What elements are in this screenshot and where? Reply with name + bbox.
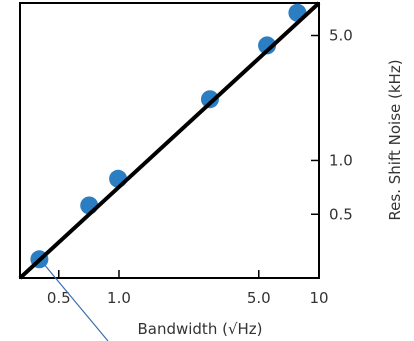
y-tick-label: 0.5 <box>329 205 353 223</box>
x-tick-label: 10 <box>309 289 328 307</box>
data-point <box>258 36 277 55</box>
x-tick-label: 1.0 <box>107 289 131 307</box>
x-tick-label: 0.5 <box>47 289 71 307</box>
plot-frame <box>19 2 320 279</box>
y-ticks: 0.5 1.0 5.0 <box>311 27 353 223</box>
series-layer <box>18 1 321 341</box>
y-tick-label: 5.0 <box>329 27 353 45</box>
y-tick-label: 1.0 <box>329 151 353 169</box>
annotation-leader-line <box>41 261 109 341</box>
x-ticks: 0.5 1.0 5.0 10 <box>47 270 329 307</box>
y-axis-title: Res. Shift Noise (kHz) <box>386 59 404 220</box>
fit-line <box>18 1 321 280</box>
plot-area: 0.5 1.0 5.0 10 0.5 1.0 5.0 <box>18 1 353 341</box>
x-tick-label: 5.0 <box>247 289 271 307</box>
x-axis-title: Bandwidth (√Hz) <box>137 320 262 338</box>
data-point <box>200 90 219 109</box>
